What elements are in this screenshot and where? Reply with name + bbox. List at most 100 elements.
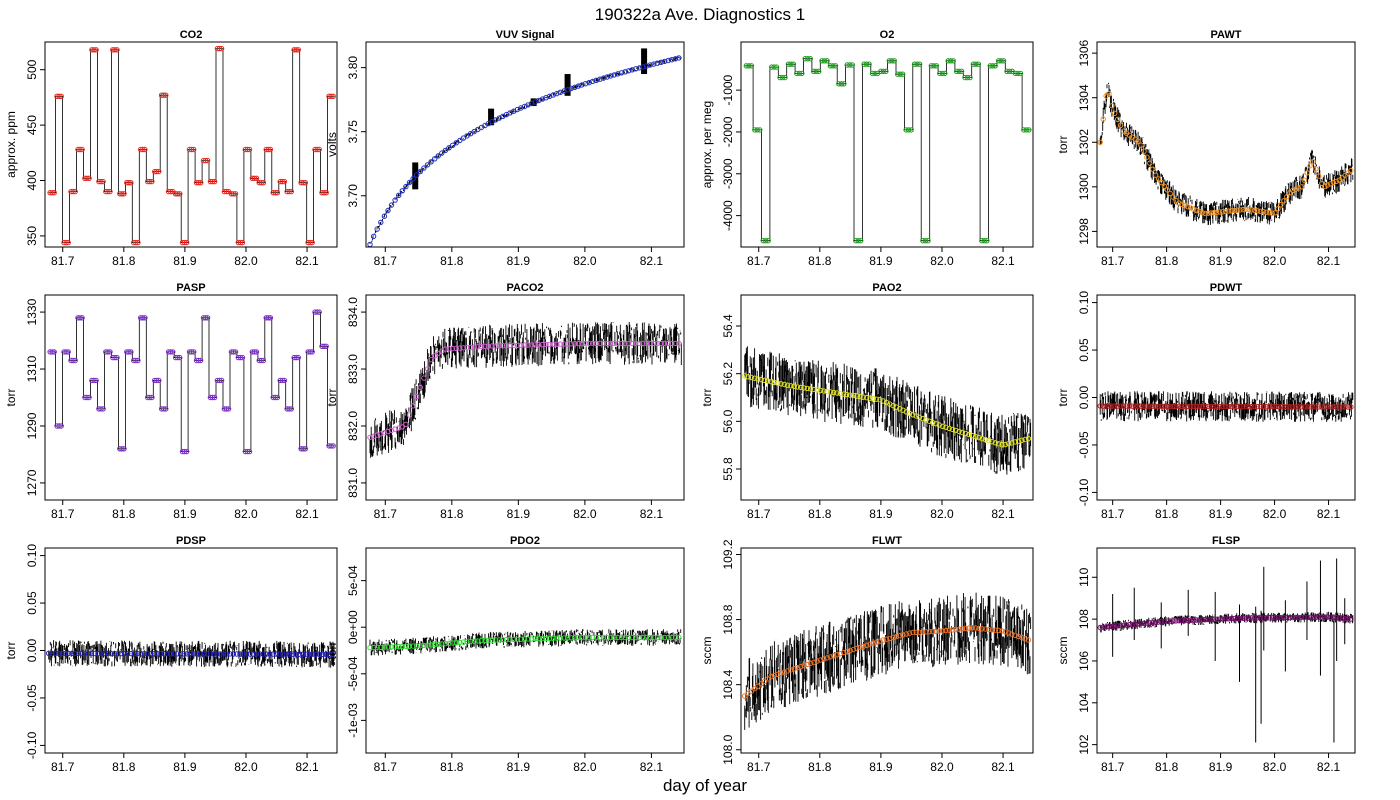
data-point bbox=[1301, 177, 1308, 183]
data-point bbox=[857, 393, 863, 400]
data-point bbox=[381, 213, 388, 219]
x-tick-label: 81.8 bbox=[1155, 760, 1179, 774]
data-point bbox=[967, 74, 973, 81]
y-tick-label: 0.05 bbox=[1077, 338, 1091, 362]
data-point bbox=[1182, 617, 1188, 624]
data-point bbox=[746, 63, 752, 69]
data-point bbox=[1193, 207, 1200, 214]
panel-o2: O2 81.7 81.8 81.9 82.0 82.1 -4000 -3000 -2000 -10… bbox=[700, 29, 1034, 268]
data-point bbox=[992, 63, 998, 69]
data-point bbox=[147, 394, 153, 401]
data-point bbox=[900, 71, 906, 77]
data-point bbox=[105, 188, 111, 195]
data-point bbox=[1272, 404, 1278, 410]
data-point bbox=[1284, 404, 1290, 410]
data-point bbox=[460, 639, 467, 645]
data-point bbox=[100, 178, 106, 185]
x-tick-label: 82.1 bbox=[640, 760, 664, 774]
data-point bbox=[95, 650, 101, 657]
data-point bbox=[1147, 160, 1153, 166]
panel-pawt: PAWT 81.7 81.8 81.9 82.0 82.1 1298 1300 1302 1304… bbox=[1056, 29, 1356, 268]
data-point bbox=[1006, 68, 1013, 75]
data-point bbox=[237, 354, 244, 361]
data-point bbox=[866, 61, 872, 67]
data-point bbox=[996, 441, 1002, 447]
data-point bbox=[489, 637, 495, 643]
data-point bbox=[121, 650, 128, 657]
data-point bbox=[392, 197, 398, 203]
data-point bbox=[195, 180, 202, 186]
x-tick-label: 82.0 bbox=[234, 760, 258, 774]
data-point bbox=[503, 636, 510, 643]
plot-frame bbox=[1096, 547, 1356, 754]
data-point bbox=[133, 357, 139, 364]
data-point bbox=[597, 76, 603, 82]
data-point bbox=[1263, 404, 1270, 410]
data-point bbox=[1135, 621, 1141, 627]
data-point bbox=[414, 643, 420, 649]
data-point bbox=[507, 636, 513, 643]
data-point bbox=[1252, 615, 1258, 621]
y-tick-label: 108.4 bbox=[721, 669, 735, 699]
data-point bbox=[906, 630, 913, 636]
data-point bbox=[230, 651, 237, 657]
data-point bbox=[446, 640, 452, 646]
x-tick-label: 82.1 bbox=[640, 254, 664, 268]
y-tick-label: 0e+00 bbox=[346, 610, 360, 644]
data-point bbox=[611, 340, 617, 347]
data-point bbox=[321, 343, 327, 349]
data-point bbox=[518, 342, 524, 348]
data-point bbox=[745, 374, 751, 380]
data-point bbox=[115, 650, 121, 657]
data-point bbox=[654, 340, 661, 347]
data-point bbox=[51, 349, 57, 355]
data-point bbox=[1179, 201, 1185, 208]
x-tick-label: 82.0 bbox=[573, 254, 597, 268]
data-point bbox=[990, 63, 996, 69]
data-point bbox=[873, 639, 880, 645]
data-point bbox=[916, 61, 923, 67]
x-axis: 81.7 81.8 81.9 82.0 82.1 bbox=[374, 753, 664, 774]
data-point bbox=[293, 651, 299, 657]
data-point bbox=[1106, 91, 1112, 97]
data-point bbox=[86, 394, 92, 401]
data-point bbox=[194, 651, 200, 657]
y-axis: 350 400 450 500 bbox=[25, 59, 45, 246]
data-point bbox=[1327, 404, 1334, 410]
data-point bbox=[457, 137, 463, 144]
data-point bbox=[676, 634, 682, 641]
data-point bbox=[984, 238, 990, 244]
data-point bbox=[539, 635, 546, 642]
plot-frame bbox=[740, 547, 1034, 754]
data-point bbox=[330, 93, 336, 100]
data-point bbox=[979, 626, 985, 632]
data-point bbox=[903, 631, 909, 637]
data-point bbox=[665, 57, 671, 64]
data-point bbox=[633, 66, 639, 72]
data-point bbox=[521, 636, 528, 642]
data-point bbox=[211, 178, 218, 185]
data-point bbox=[131, 650, 138, 657]
y-tick-label: 350 bbox=[25, 226, 39, 246]
x-axis: 81.7 81.8 81.9 82.0 82.1 bbox=[374, 500, 663, 521]
data-point bbox=[771, 672, 778, 679]
x-tick-label: 81.8 bbox=[440, 254, 464, 268]
markers bbox=[742, 625, 1032, 699]
data-point bbox=[1281, 614, 1287, 621]
data-point bbox=[1158, 403, 1165, 409]
y-axis: 55.8 56.0 56.2 56.4 bbox=[721, 314, 741, 481]
data-point bbox=[590, 340, 596, 347]
data-point bbox=[406, 179, 413, 186]
data-point bbox=[210, 651, 217, 657]
data-point bbox=[824, 388, 830, 395]
data-point bbox=[880, 637, 886, 643]
data-point bbox=[647, 62, 653, 68]
data-point bbox=[976, 434, 982, 441]
data-point bbox=[1257, 615, 1264, 621]
data-point bbox=[982, 437, 989, 443]
y-tick-label: 1306 bbox=[1077, 39, 1091, 66]
data-point bbox=[982, 626, 989, 632]
panel-co2: CO2 81.7 81.8 81.9 82.0 82.1 350 400 450 500 appro… bbox=[4, 29, 338, 268]
data-point bbox=[204, 315, 211, 321]
